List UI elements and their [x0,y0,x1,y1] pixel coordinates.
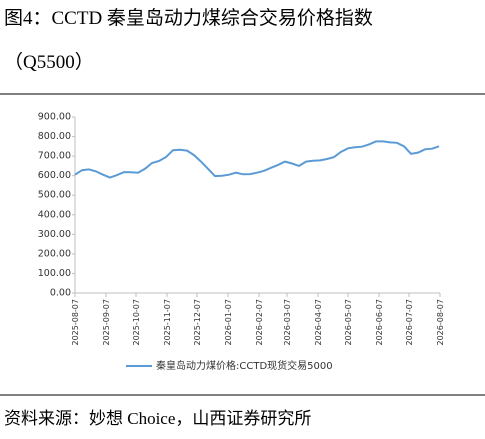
x-tick-label: 2025-10-07 [132,299,141,346]
x-tick-label: 2026-01-07 [224,299,233,346]
x-tick-label: 2026-03-07 [283,299,292,346]
x-tick-label: 2026-04-07 [314,299,323,346]
y-tick-label: 0.00 [50,288,71,299]
x-tick-label: 2025-09-07 [102,299,111,346]
x-tick-label: 2025-08-07 [71,299,80,346]
y-tick-label: 300.00 [38,229,71,240]
x-tick-label: 2026-02-07 [255,299,264,346]
y-tick-label: 800.00 [38,131,71,142]
source: 资料来源：妙想 Choice，山西证券研究所 [4,409,311,428]
x-tick-label: 2025-12-07 [193,299,202,346]
y-tick-label: 500.00 [38,190,71,201]
x-tick-label: 2026-07-07 [405,299,414,346]
chart-title: 图4：CCTD 秦皇岛动力煤综合交易价格指数 [4,7,373,29]
y-tick-label: 600.00 [38,170,71,181]
y-tick-label: 400.00 [38,209,71,220]
y-tick-label: 700.00 [38,151,71,162]
series-line [74,140,440,179]
y-tick-label: 200.00 [38,248,71,259]
x-tick-label: 2026-05-07 [344,299,353,346]
legend-label: 秦皇岛动力煤价格:CCTD现货交易5000 [156,359,333,372]
x-tick-label: 2025-11-07 [163,299,172,346]
chart-subtitle: （Q5500） [4,51,94,73]
y-tick-label: 100.00 [38,268,71,279]
x-tick-label: 2026-06-07 [375,299,384,346]
x-tick-label: 2026-08-07 [436,299,445,346]
y-tick-label: 900.00 [38,112,71,123]
